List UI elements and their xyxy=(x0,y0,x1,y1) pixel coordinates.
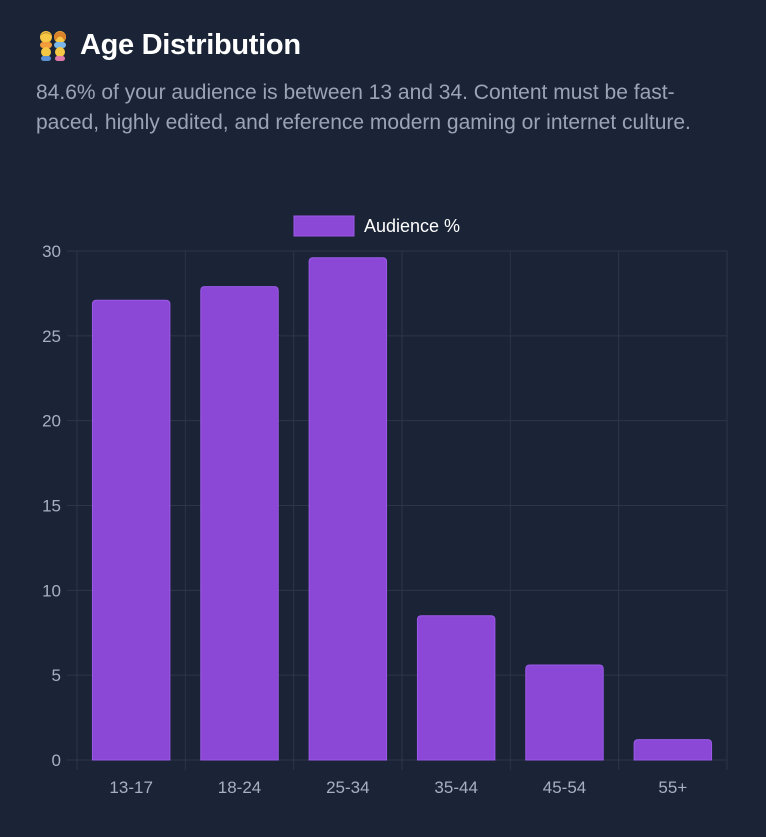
y-tick-label: 25 xyxy=(42,327,61,346)
legend-swatch xyxy=(293,215,355,237)
x-tick-label: 45-54 xyxy=(543,778,586,797)
chart-bars xyxy=(91,257,713,761)
y-tick-label: 5 xyxy=(52,666,61,685)
y-tick-label: 20 xyxy=(42,412,61,431)
x-axis-ticks: 13-17 18-24 25-34 35-44 45-54 55+ xyxy=(109,778,687,797)
bar-13-17[interactable] xyxy=(91,299,171,761)
y-axis-ticks: 0 5 10 15 20 25 30 xyxy=(42,242,61,770)
chart-grid xyxy=(67,250,728,770)
bar-35-44[interactable] xyxy=(416,615,496,761)
bar-18-24[interactable] xyxy=(200,286,279,761)
x-tick-label: 55+ xyxy=(658,778,687,797)
bar-55plus[interactable] xyxy=(633,739,713,761)
x-tick-label: 18-24 xyxy=(218,778,261,797)
chart-container: Audience % 0 5 10 15 20 25 30 13-17 18-24 25-34 3… xyxy=(0,200,766,820)
bar-25-34[interactable] xyxy=(308,257,388,761)
chart-description: 84.6% of your audience is between 13 and… xyxy=(36,81,691,134)
y-tick-label: 30 xyxy=(42,242,61,261)
chart-legend[interactable]: Audience % xyxy=(293,215,460,237)
x-tick-label: 35-44 xyxy=(434,778,477,797)
page-title: Age Distribution xyxy=(80,28,301,61)
card-header: Age Distribution 84.6% of your audience … xyxy=(36,24,736,138)
y-tick-label: 0 xyxy=(52,751,61,770)
y-tick-label: 10 xyxy=(42,581,61,600)
age-bar-chart: Audience % 0 5 10 15 20 25 30 13-17 18-24 25-34 3… xyxy=(42,215,728,797)
x-tick-label: 13-17 xyxy=(109,778,152,797)
legend-label-audience: Audience % xyxy=(364,216,460,236)
bar-45-54[interactable] xyxy=(525,664,604,761)
family-emoji-icon xyxy=(36,28,70,62)
title-row: Age Distribution xyxy=(36,24,736,66)
x-tick-label: 25-34 xyxy=(326,778,369,797)
y-tick-label: 15 xyxy=(42,497,61,516)
